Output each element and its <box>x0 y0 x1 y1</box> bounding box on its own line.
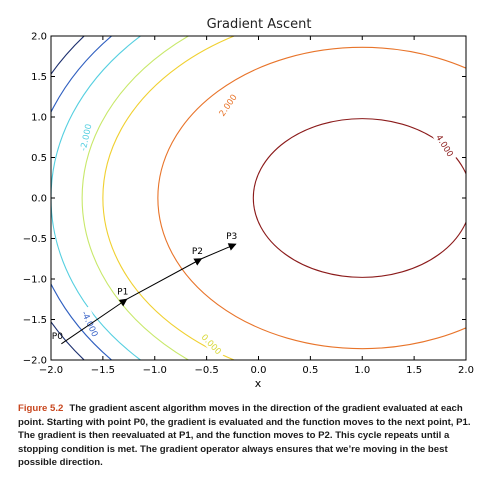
y-tick-label: 0.5 <box>31 153 47 164</box>
plot-frame <box>50 35 467 361</box>
y-tick-label: −2.0 <box>23 356 47 367</box>
caption-text: The gradient ascent algorithm moves in t… <box>18 403 471 469</box>
y-tick-label: −1.0 <box>23 275 47 286</box>
x-tick-label: 2.0 <box>458 365 474 376</box>
y-tick-label: 0.0 <box>31 194 47 205</box>
contour-label-1: 2.000 <box>213 88 242 122</box>
x-tick-label: −1.0 <box>143 365 167 376</box>
path-point-p3: P3 <box>226 232 237 242</box>
contour-label-0: -2.000 <box>75 120 95 155</box>
path-point-p2: P2 <box>192 247 203 257</box>
x-tick-label: 1.5 <box>406 365 422 376</box>
figure-caption: Figure 5.2 The gradient ascent algorithm … <box>18 402 480 470</box>
y-tick-label: −1.5 <box>23 315 47 326</box>
contour-label-2: 4.000 <box>431 128 459 163</box>
x-tick-label: 0.5 <box>302 365 318 376</box>
contour-chart: Gradient Ascent -2.0002.0004.000-4.0000.… <box>23 17 474 390</box>
path-arrow-0 <box>61 298 128 345</box>
figure-label: Figure 5.2 <box>18 403 64 414</box>
contour-level-4 <box>252 118 466 278</box>
x-axis-ticks: −2.0 −1.5 −1.0 −0.5 0.0 0.5 1.0 1.5 2.0 <box>39 36 474 376</box>
contour-level-0 <box>81 36 190 360</box>
x-tick-label: 1.0 <box>354 365 370 376</box>
path-point-p1: P1 <box>117 287 128 297</box>
contour-level-neg2 <box>51 36 142 360</box>
x-tick-label: −1.5 <box>91 365 115 376</box>
svg-text:-2.000: -2.000 <box>79 123 95 152</box>
x-tick-label: −0.5 <box>194 365 218 376</box>
ascent-path: P0 P1 P2 P3 <box>52 232 237 345</box>
path-arrow-1 <box>126 258 203 300</box>
y-tick-label: 1.0 <box>31 113 47 124</box>
path-arrow-2 <box>201 243 237 260</box>
chart-title: Gradient Ascent <box>207 17 312 32</box>
contour-lines <box>51 36 466 360</box>
contour-level-neg3 <box>51 36 113 360</box>
path-point-p0: P0 <box>52 332 63 342</box>
contour-level-2 <box>157 46 466 350</box>
y-tick-label: −0.5 <box>23 234 47 245</box>
y-tick-label: 2.0 <box>31 32 47 43</box>
x-axis-label: x <box>255 377 262 390</box>
x-tick-label: −2.0 <box>39 365 63 376</box>
contour-level-1 <box>102 36 236 360</box>
x-tick-label: 0.0 <box>251 365 267 376</box>
y-axis-ticks: 2.0 1.5 1.0 0.5 0.0 −0.5 −1.0 −1.5 −2.0 <box>23 32 466 367</box>
y-tick-label: 1.5 <box>31 72 47 83</box>
